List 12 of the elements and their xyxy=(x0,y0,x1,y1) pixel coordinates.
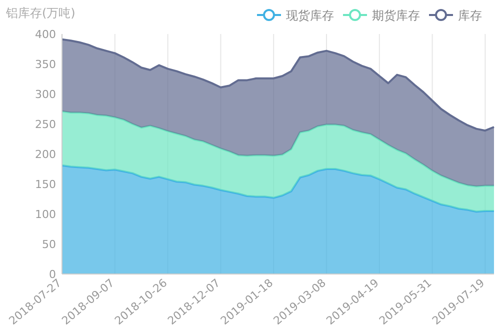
y-tick-label: 100 xyxy=(35,208,56,221)
y-tick-label: 200 xyxy=(35,148,56,161)
y-tick-label: 150 xyxy=(35,178,56,191)
y-tick-label: 400 xyxy=(35,28,56,41)
y-axis-title: 铝库存(万吨) xyxy=(5,6,76,20)
y-tick-label: 300 xyxy=(35,88,56,101)
legend-label: 现货库存 xyxy=(286,8,334,22)
legend-label: 期货库存 xyxy=(372,8,420,22)
y-tick-label: 350 xyxy=(35,58,56,71)
y-tick-label: 250 xyxy=(35,118,56,131)
y-tick-label: 50 xyxy=(42,238,56,251)
legend-label: 库存 xyxy=(458,8,482,22)
